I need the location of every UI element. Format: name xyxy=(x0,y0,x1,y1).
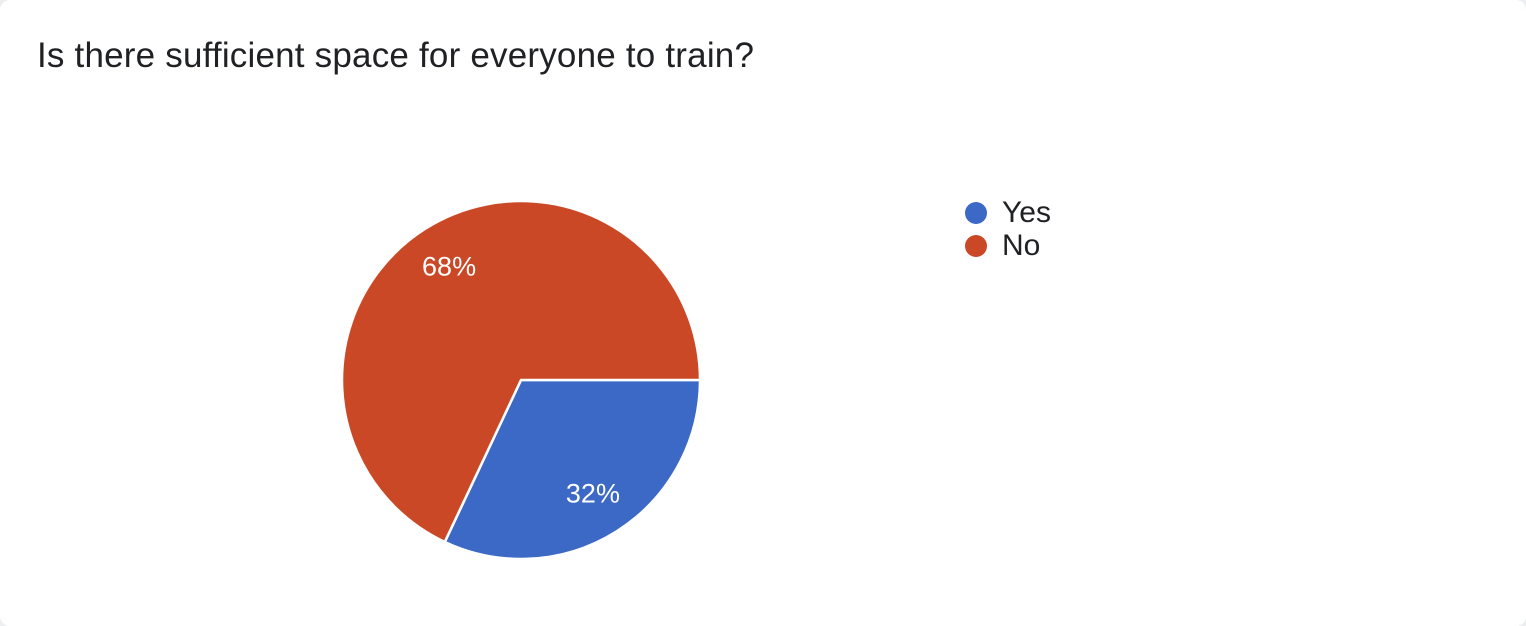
pie-slice-no[interactable] xyxy=(340,199,702,544)
pie-slice-label-no: 68% xyxy=(422,252,476,282)
pie-slice-label-yes: 32% xyxy=(566,478,620,508)
legend-item-yes: Yes xyxy=(965,196,1051,229)
legend-dot-no-icon xyxy=(965,234,987,257)
legend-label-yes: Yes xyxy=(1002,196,1051,229)
pie-slice-yes[interactable] xyxy=(443,378,702,561)
chart-legend: Yes No xyxy=(965,196,1051,262)
legend-item-no: No xyxy=(965,229,1051,262)
pie-chart: 32% 68% xyxy=(331,190,711,570)
question-title: Is there sufficient space for everyone t… xyxy=(37,36,755,75)
legend-dot-yes-icon xyxy=(965,201,987,224)
pie-chart-svg: 32% 68% xyxy=(340,199,702,561)
legend-label-no: No xyxy=(1002,229,1041,262)
